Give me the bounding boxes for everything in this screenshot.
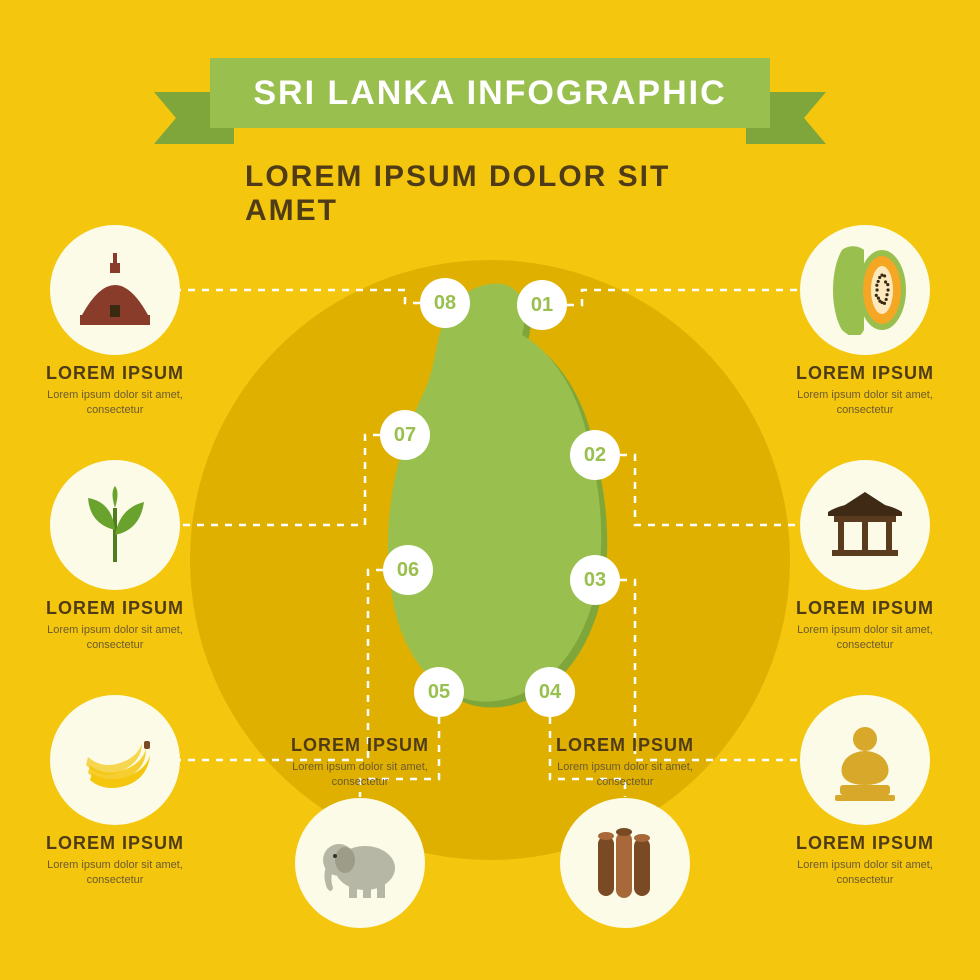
stupa-icon	[50, 225, 180, 355]
item-body: Lorem ipsum dolor sit amet, consectetur	[275, 760, 445, 790]
item-01-papaya: LOREM IPSUM Lorem ipsum dolor sit amet, c…	[780, 225, 950, 418]
item-body: Lorem ipsum dolor sit amet, consectetur	[780, 388, 950, 418]
item-title: LOREM IPSUM	[780, 363, 950, 384]
item-body: Lorem ipsum dolor sit amet, consectetur	[780, 623, 950, 653]
number-badge-01: 01	[517, 280, 567, 330]
ribbon-title: SRI LANKA INFOGRAPHIC	[253, 74, 726, 113]
number-badge-04: 04	[525, 667, 575, 717]
number-badge-06: 06	[383, 545, 433, 595]
buddha-icon	[800, 695, 930, 825]
pavilion-icon	[800, 460, 930, 590]
item-07-tea-leaf: LOREM IPSUM Lorem ipsum dolor sit amet, c…	[30, 460, 200, 653]
item-title: LOREM IPSUM	[30, 833, 200, 854]
infographic-canvas: SRI LANKA INFOGRAPHIC LOREM IPSUM DOLOR …	[0, 0, 980, 980]
item-title: LOREM IPSUM	[30, 363, 200, 384]
item-title: LOREM IPSUM	[540, 735, 710, 756]
number-badge-05: 05	[414, 667, 464, 717]
number-badge-07: 07	[380, 410, 430, 460]
ribbon-main: SRI LANKA INFOGRAPHIC	[210, 58, 770, 128]
item-title: LOREM IPSUM	[30, 598, 200, 619]
item-06-banana: LOREM IPSUM Lorem ipsum dolor sit amet, c…	[30, 695, 200, 888]
elephant-icon	[295, 798, 425, 928]
tea-leaf-icon	[50, 460, 180, 590]
banana-icon	[50, 695, 180, 825]
cinnamon-icon	[560, 798, 690, 928]
item-04-cinnamon: LOREM IPSUM Lorem ipsum dolor sit amet, c…	[540, 735, 710, 936]
item-body: Lorem ipsum dolor sit amet, consectetur	[30, 623, 200, 653]
item-body: Lorem ipsum dolor sit amet, consectetur	[30, 858, 200, 888]
subtitle: LOREM IPSUM DOLOR SIT AMET	[245, 160, 735, 228]
papaya-icon	[800, 225, 930, 355]
item-title: LOREM IPSUM	[780, 833, 950, 854]
item-body: Lorem ipsum dolor sit amet, consectetur	[30, 388, 200, 418]
number-badge-02: 02	[570, 430, 620, 480]
item-05-elephant: LOREM IPSUM Lorem ipsum dolor sit amet, c…	[275, 735, 445, 936]
item-body: Lorem ipsum dolor sit amet, consectetur	[540, 760, 710, 790]
item-title: LOREM IPSUM	[275, 735, 445, 756]
sri-lanka-map	[370, 280, 615, 710]
item-02-pavilion: LOREM IPSUM Lorem ipsum dolor sit amet, c…	[780, 460, 950, 653]
item-title: LOREM IPSUM	[780, 598, 950, 619]
item-03-buddha: LOREM IPSUM Lorem ipsum dolor sit amet, c…	[780, 695, 950, 888]
number-badge-03: 03	[570, 555, 620, 605]
title-ribbon: SRI LANKA INFOGRAPHIC	[170, 58, 810, 128]
item-body: Lorem ipsum dolor sit amet, consectetur	[780, 858, 950, 888]
number-badge-08: 08	[420, 278, 470, 328]
item-08-stupa: LOREM IPSUM Lorem ipsum dolor sit amet, c…	[30, 225, 200, 418]
